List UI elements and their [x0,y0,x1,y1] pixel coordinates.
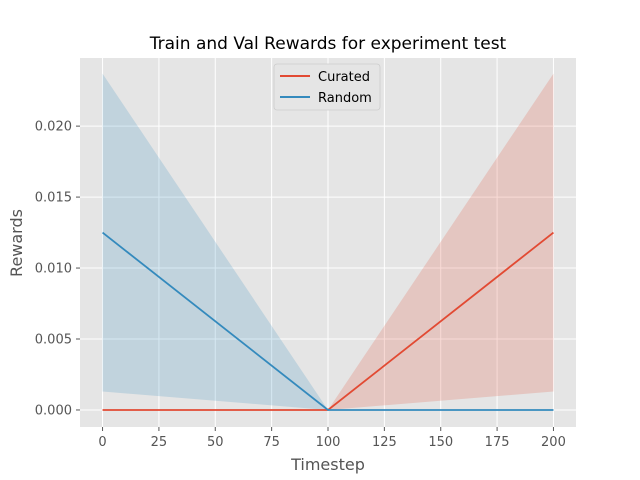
y-tick-label: 0.000 [35,403,72,418]
series-lines [101,231,555,411]
confidence-bands [102,73,554,410]
x-tick-label: 200 [541,435,566,450]
x-tick-label: 175 [485,435,510,450]
y-tick-label: 0.010 [35,262,72,277]
x-tick-label: 100 [316,435,341,450]
band-curated [102,73,554,410]
series-line-random [101,231,554,411]
y-axis-label: Rewards [7,209,26,277]
band-random [102,73,554,410]
x-axis-label: Timestep [290,455,365,474]
legend: Curated Random [273,63,381,111]
x-tick-label: 0 [98,435,106,450]
x-axis-ticks: 0 25 50 75 100 125 150 175 200 [98,427,566,450]
y-axis-ticks: 0.000 0.005 0.010 0.015 0.020 [35,120,80,418]
x-tick-label: 150 [428,435,453,450]
legend-label-curated: Curated [318,70,370,85]
chart-title: Train and Val Rewards for experiment tes… [149,34,507,54]
x-tick-label: 50 [207,435,224,450]
y-tick-label: 0.020 [35,120,72,135]
x-tick-label: 125 [372,435,397,450]
y-tick-label: 0.005 [35,333,72,348]
x-tick-label: 75 [263,435,280,450]
legend-label-random: Random [318,91,372,106]
x-tick-label: 25 [151,435,168,450]
y-tick-label: 0.015 [35,191,72,206]
